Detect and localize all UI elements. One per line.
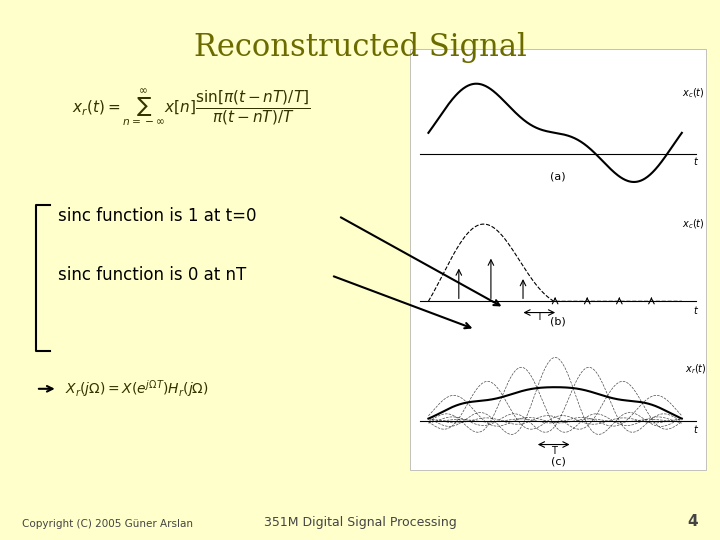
- Text: 4: 4: [688, 514, 698, 529]
- Text: T: T: [551, 446, 557, 456]
- Text: $t$: $t$: [693, 304, 700, 316]
- Text: T: T: [536, 312, 542, 322]
- Text: Reconstructed Signal: Reconstructed Signal: [194, 32, 526, 63]
- Text: sinc function is 1 at t=0: sinc function is 1 at t=0: [58, 207, 256, 225]
- Text: 351M Digital Signal Processing: 351M Digital Signal Processing: [264, 516, 456, 529]
- Text: (b): (b): [550, 316, 566, 327]
- Text: $t$: $t$: [693, 423, 700, 435]
- Bar: [410, 49, 706, 470]
- Text: sinc function is 0 at nT: sinc function is 0 at nT: [58, 266, 246, 285]
- Text: $x_c(t)$: $x_c(t)$: [682, 87, 704, 100]
- Text: $x_r(t)$: $x_r(t)$: [685, 362, 706, 375]
- Text: $t$: $t$: [693, 156, 700, 167]
- Text: $x_r(t) = \sum_{n=-\infty}^{\infty} x[n] \dfrac{\sin[\pi(t-nT)/T]}{\pi(t-nT)/T}$: $x_r(t) = \sum_{n=-\infty}^{\infty} x[n]…: [72, 87, 310, 129]
- Text: (a): (a): [550, 172, 566, 182]
- Text: $x_c(t)$: $x_c(t)$: [682, 217, 704, 231]
- Text: $X_r(j\Omega) = X(e^{j\Omega T}) H_r(j\Omega)$: $X_r(j\Omega) = X(e^{j\Omega T}) H_r(j\O…: [65, 379, 209, 399]
- Text: (c): (c): [551, 457, 565, 467]
- Text: Copyright (C) 2005 Güner Arslan: Copyright (C) 2005 Güner Arslan: [22, 519, 193, 529]
